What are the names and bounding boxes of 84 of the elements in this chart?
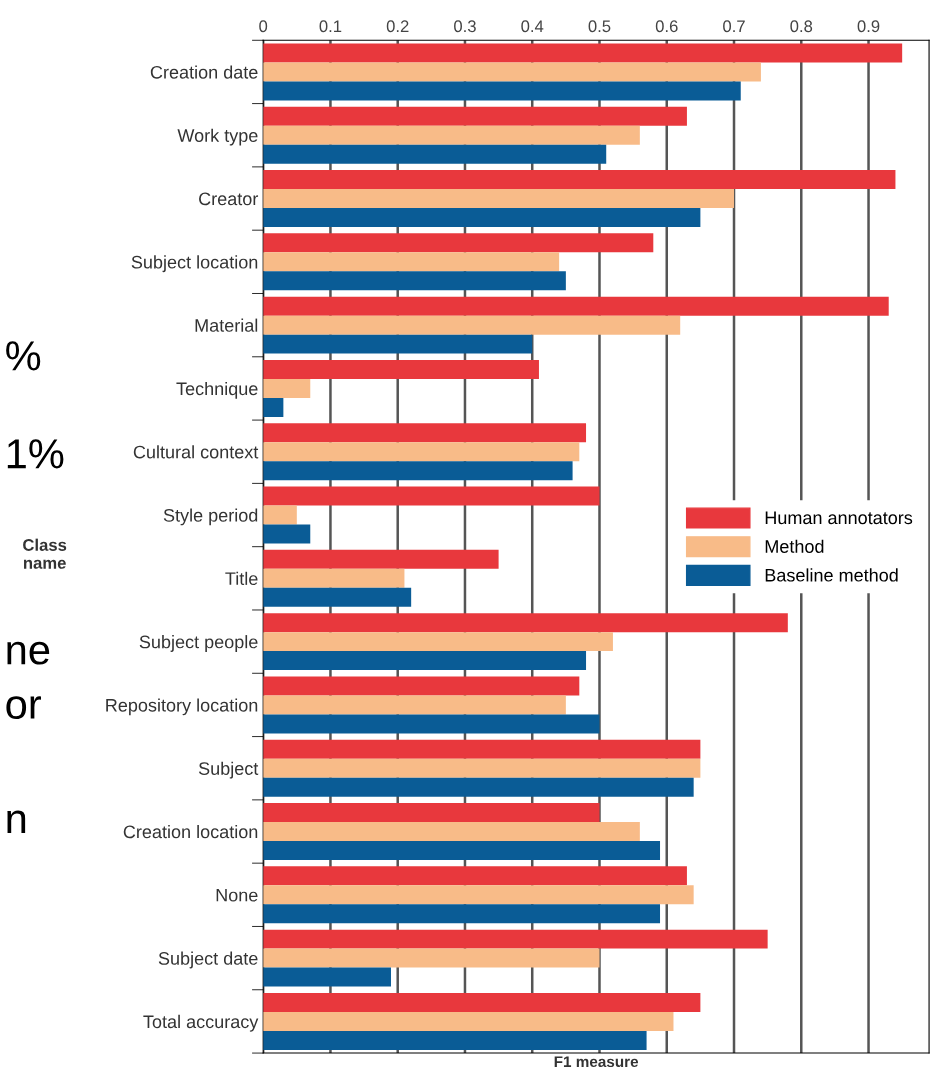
bar: [263, 739, 701, 759]
bar: [263, 676, 580, 696]
y-tick-label: Subject location: [131, 255, 258, 273]
bar: [263, 929, 768, 949]
bar: [263, 651, 587, 671]
bar: [263, 948, 600, 968]
bar: [263, 777, 694, 797]
bar: [263, 189, 735, 209]
y-tick-label: Style period: [163, 508, 258, 526]
x-tick-label: 0.7: [723, 20, 745, 33]
text: ne: [7, 641, 50, 665]
bar: [263, 252, 560, 272]
bar: [263, 695, 566, 715]
bar: [263, 378, 311, 398]
y-tick-label: Technique: [176, 381, 258, 399]
legend-label: Method: [765, 539, 824, 553]
y-tick-label: Creation date: [150, 65, 258, 79]
bar: [263, 296, 889, 316]
bar: [263, 1030, 647, 1050]
x-tick-label: 0: [259, 20, 268, 33]
text: 1%: [7, 439, 64, 469]
bar: [263, 568, 405, 588]
bar: [263, 43, 903, 63]
bar: [263, 866, 687, 886]
bar: [263, 233, 654, 253]
bar: [263, 359, 539, 379]
bar: [263, 904, 661, 924]
bar: [263, 803, 600, 823]
bar: [263, 271, 566, 291]
bar: [263, 125, 640, 145]
bar: [263, 208, 701, 228]
bar: [263, 106, 687, 126]
bar: [263, 714, 600, 734]
y-tick-label: Total accuracy: [143, 1014, 259, 1032]
y-tick-label: Material: [195, 318, 258, 332]
bar: [263, 841, 661, 860]
bar: [263, 613, 788, 633]
bar: [263, 315, 681, 335]
bar: [263, 822, 640, 842]
x-tick-label: 0.3: [454, 20, 476, 33]
x-tick-label: 0.8: [790, 20, 813, 33]
bar: [263, 62, 761, 82]
y-tick-label: Repository location: [106, 698, 258, 716]
text: n: [7, 810, 26, 833]
bar: [263, 549, 499, 569]
bar: [263, 170, 896, 190]
y-tick-label: None: [216, 888, 258, 902]
bar: [263, 397, 284, 417]
y-tick-label: Subject people: [139, 635, 258, 652]
y-tick-label: Creator: [199, 192, 259, 206]
text: or: [6, 696, 42, 720]
y-tick-label: Creation location: [123, 824, 258, 839]
y-tick-label: Work type: [177, 128, 258, 146]
bar: [263, 967, 391, 987]
y-tick-label: Title: [225, 571, 258, 586]
bar: [263, 885, 694, 905]
x-tick-label: 0.2: [386, 20, 409, 33]
bar: [263, 524, 311, 544]
bar: [263, 442, 580, 462]
y-tick-label: Subject date: [158, 951, 258, 969]
x-tick-label: 0.1: [319, 20, 342, 33]
bar: [263, 81, 741, 101]
bar: [263, 144, 607, 164]
bar: [263, 632, 613, 652]
y-axis-title: Class name: [23, 538, 67, 569]
bar: [263, 334, 533, 354]
text: %: [6, 341, 41, 371]
bar: [263, 505, 297, 525]
bar: [263, 587, 412, 607]
y-tick-label: Cultural context: [133, 445, 259, 459]
x-tick-label: 0.6: [655, 20, 678, 33]
y-tick-label: Subject: [198, 761, 259, 779]
bar: [263, 423, 587, 443]
bar: [263, 461, 573, 481]
bar: [263, 758, 701, 778]
legend-label: Human annotators: [765, 511, 913, 525]
bar: [263, 1011, 674, 1031]
bar: [263, 486, 600, 506]
x-axis-title: F1 measure: [554, 1056, 639, 1068]
x-tick-label: 0.5: [588, 20, 611, 33]
x-tick-label: 0.4: [521, 20, 544, 33]
bar: [263, 992, 701, 1012]
legend-label: Baseline method: [765, 568, 898, 582]
x-tick-label: 0.9: [857, 20, 880, 33]
